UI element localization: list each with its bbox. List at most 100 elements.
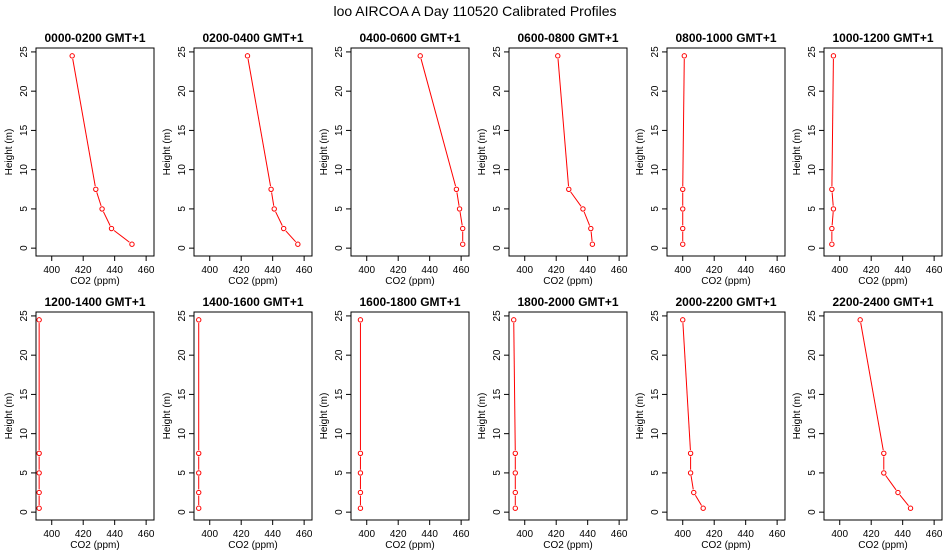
- y-tick-label: 15: [650, 124, 661, 136]
- y-tick-label: 5: [19, 470, 30, 476]
- x-axis-label: CO2 (ppm): [858, 540, 907, 550]
- y-tick-label: 0: [650, 509, 661, 515]
- x-tick-label: 440: [264, 265, 281, 276]
- y-tick-label: 5: [177, 470, 188, 476]
- x-tick-label: 460: [453, 529, 470, 540]
- profile-point: [460, 241, 466, 247]
- x-tick-label: 460: [138, 265, 155, 276]
- y-tick-label: 25: [19, 46, 30, 58]
- plot-frame: [350, 311, 470, 521]
- y-tick-label: 20: [807, 349, 818, 361]
- profile-point: [357, 470, 364, 476]
- y-tick-label: 0: [650, 245, 661, 251]
- y-tick-label: 25: [19, 310, 30, 322]
- x-tick-label: 460: [296, 265, 313, 276]
- y-tick-label: 25: [492, 310, 503, 322]
- y-tick-label: 10: [177, 428, 188, 440]
- plot-frame: [666, 311, 786, 521]
- plot-frame: [193, 311, 313, 521]
- profile-point: [357, 505, 364, 511]
- profile-point: [907, 505, 914, 511]
- profile-point: [280, 225, 287, 232]
- y-tick-label: 0: [177, 245, 188, 251]
- profile-segment: [860, 322, 884, 451]
- profile-point: [460, 225, 466, 232]
- x-tick-label: 440: [737, 265, 754, 276]
- profile-point: [196, 489, 202, 496]
- x-tick-label: 460: [926, 265, 943, 276]
- x-tick-label: 420: [548, 529, 565, 540]
- y-tick-label: 5: [650, 206, 661, 212]
- y-tick-label: 10: [334, 428, 345, 440]
- y-tick-label: 15: [650, 388, 661, 400]
- profile-point: [453, 186, 460, 192]
- profile-segment: [899, 494, 909, 507]
- y-tick-label: 5: [19, 206, 30, 212]
- y-tick-label: 20: [492, 349, 503, 361]
- y-tick-label: 0: [807, 245, 818, 251]
- y-axis-label: Height (m): [477, 393, 488, 440]
- profile-point: [93, 186, 99, 192]
- profile-point: [99, 206, 105, 212]
- y-axis-label: Height (m): [792, 393, 803, 440]
- y-tick-label: 10: [19, 428, 30, 440]
- y-axis-label: Height (m): [162, 129, 173, 176]
- y-axis-label: Height (m): [162, 393, 173, 440]
- y-tick-label: 25: [177, 310, 188, 322]
- x-tick-label: 420: [863, 529, 880, 540]
- profile-point: [580, 206, 586, 212]
- profile-panel: 0200-0400 GMT+1 0 5 10 15 20 25 400 420 440 460 CO2…: [162, 31, 313, 287]
- profile-point: [357, 317, 364, 323]
- y-tick-label: 0: [807, 509, 818, 515]
- y-tick-label: 15: [334, 124, 345, 136]
- y-tick-label: 10: [650, 428, 661, 440]
- profile-panel: 0800-1000 GMT+1 0 5 10 15 20 25 400 420 440 460 CO2…: [635, 31, 786, 287]
- panel-title: 0200-0400 GMT+1: [202, 31, 303, 45]
- x-tick-label: 440: [894, 529, 911, 540]
- x-tick-label: 400: [43, 529, 60, 540]
- y-tick-label: 20: [177, 349, 188, 361]
- y-tick-label: 15: [334, 388, 345, 400]
- panel-title: 0000-0200 GMT+1: [44, 31, 145, 45]
- x-tick-label: 400: [201, 529, 218, 540]
- profile-point: [588, 225, 594, 232]
- x-tick-label: 440: [421, 529, 438, 540]
- x-tick-label: 400: [358, 265, 375, 276]
- y-tick-label: 0: [19, 245, 30, 251]
- profile-panel: 2000-2200 GMT+1 0 5 10 15 20 25 400 420 440 460 CO2…: [635, 295, 786, 551]
- x-tick-label: 420: [706, 265, 723, 276]
- x-tick-label: 400: [831, 529, 848, 540]
- profile-panel: 1600-1800 GMT+1 0 5 10 15 20 25 400 420 440 460 CO2…: [319, 295, 470, 551]
- y-tick-label: 5: [650, 470, 661, 476]
- x-tick-label: 420: [390, 529, 407, 540]
- plot-frame: [350, 47, 470, 257]
- profile-point: [268, 186, 274, 192]
- profile-segment: [557, 58, 570, 187]
- x-axis-label: CO2 (ppm): [543, 540, 592, 550]
- profile-point: [36, 317, 42, 323]
- y-tick-label: 25: [177, 46, 188, 58]
- y-tick-label: 0: [492, 509, 503, 515]
- plot-frame: [193, 47, 313, 257]
- x-tick-label: 460: [138, 529, 155, 540]
- x-tick-label: 440: [737, 529, 754, 540]
- profile-point: [680, 206, 686, 212]
- profile-segment: [96, 192, 102, 207]
- x-tick-label: 440: [894, 265, 911, 276]
- x-tick-label: 400: [516, 265, 533, 276]
- y-tick-label: 25: [334, 310, 345, 322]
- plot-frame: [823, 311, 943, 521]
- y-axis-label: Height (m): [477, 129, 488, 176]
- y-tick-label: 20: [807, 85, 818, 97]
- profile-point: [36, 450, 42, 456]
- profile-point: [857, 317, 863, 323]
- profile-segment: [694, 495, 702, 506]
- y-tick-label: 10: [19, 164, 30, 176]
- y-tick-label: 15: [177, 124, 188, 136]
- y-tick-label: 15: [19, 388, 30, 400]
- y-tick-label: 5: [177, 206, 188, 212]
- x-tick-label: 440: [579, 265, 596, 276]
- y-tick-label: 20: [334, 349, 345, 361]
- panel-title: 1200-1400 GMT+1: [44, 295, 145, 309]
- profile-segment: [885, 475, 897, 491]
